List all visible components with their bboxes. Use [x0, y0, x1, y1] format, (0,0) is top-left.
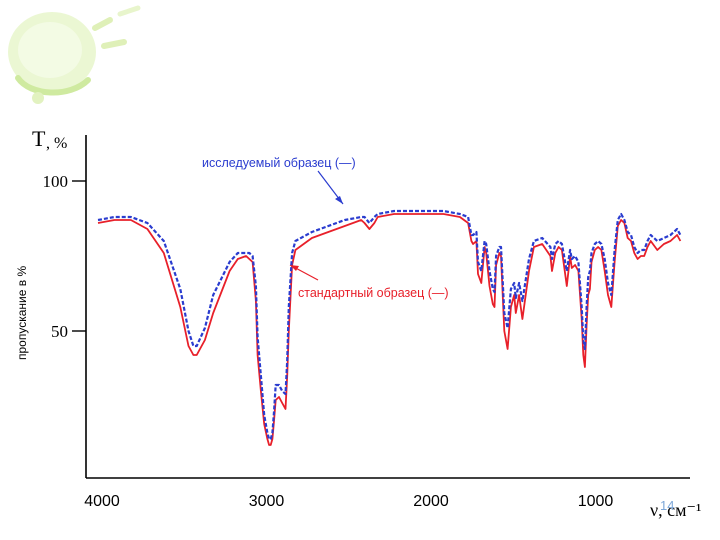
annotation-standard-label: стандартный образец (—): [298, 286, 449, 300]
x-tick-label: 4000: [84, 493, 120, 510]
y-axis-side-label: пропускание в %: [15, 266, 29, 360]
x-axis-label: ν, см⁻¹: [650, 500, 701, 520]
page-number: 14: [660, 498, 674, 513]
x-tick-label: 2000: [413, 493, 449, 510]
y-axis-symbol: T: [32, 126, 46, 151]
series-line-sample: [97, 209, 682, 441]
x-tick-label: 3000: [249, 493, 285, 510]
annotation-sample-label: исследуемый образец (—): [202, 156, 356, 170]
y-tick-label: 100: [43, 172, 69, 191]
y-axis-unit: , %: [46, 135, 67, 152]
bubble-swirl-icon: [8, 5, 141, 104]
y-tick-label: 50: [51, 322, 68, 341]
x-tick-label: 1000: [578, 493, 614, 510]
annotation-sample-arrowhead: [335, 196, 343, 204]
